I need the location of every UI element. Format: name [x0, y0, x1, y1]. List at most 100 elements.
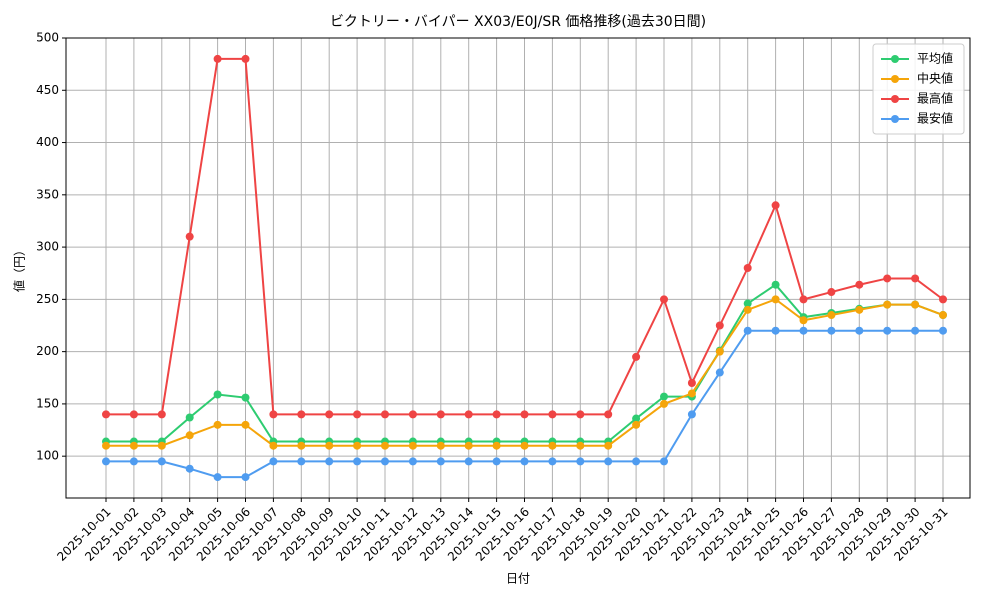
data-point — [353, 441, 362, 450]
y-tick-label: 400 — [36, 135, 59, 149]
data-point — [436, 457, 445, 466]
data-point — [157, 410, 166, 419]
y-tick-label: 250 — [36, 292, 59, 306]
data-point — [660, 457, 668, 466]
data-point — [213, 473, 222, 482]
data-point — [939, 311, 947, 320]
legend-marker — [891, 75, 899, 83]
data-point — [883, 274, 892, 283]
data-point — [576, 410, 585, 419]
data-point — [492, 457, 501, 466]
data-point — [604, 457, 613, 466]
y-axis-label: 値（円） — [12, 244, 27, 292]
data-point — [129, 441, 138, 450]
data-point — [548, 457, 557, 466]
data-point — [325, 441, 334, 450]
data-point — [185, 464, 194, 473]
data-point — [660, 392, 668, 401]
data-point — [799, 316, 808, 325]
data-point — [185, 413, 194, 422]
data-point — [464, 441, 473, 450]
data-point — [408, 441, 417, 450]
data-point — [883, 300, 892, 309]
data-point — [883, 326, 892, 335]
data-point — [827, 326, 836, 335]
data-point — [269, 441, 278, 450]
data-point — [241, 393, 250, 402]
data-point — [185, 232, 194, 241]
y-tick-label: 100 — [36, 449, 59, 463]
y-tick-label: 350 — [36, 187, 59, 201]
data-point — [213, 54, 222, 63]
data-point — [520, 457, 529, 466]
legend-box — [872, 43, 965, 135]
data-point — [632, 420, 641, 429]
data-point — [381, 441, 389, 450]
chart-title: ビクトリー・バイパー XX03/E0J/SR 価格推移(過去30日間) — [330, 14, 706, 30]
data-point — [632, 352, 641, 361]
data-point — [660, 295, 668, 304]
plot-frame — [65, 37, 971, 499]
data-point — [353, 410, 362, 419]
data-point — [464, 410, 473, 419]
data-point — [771, 201, 780, 210]
data-point — [660, 399, 668, 408]
data-point — [325, 457, 334, 466]
y-tick-label: 500 — [36, 31, 59, 45]
data-point — [381, 410, 389, 419]
data-point — [102, 457, 110, 466]
data-point — [715, 347, 724, 356]
y-tick-label: 450 — [36, 83, 59, 97]
legend-marker — [891, 55, 899, 63]
y-tick-label: 300 — [36, 240, 59, 254]
data-point — [213, 390, 222, 399]
data-point — [102, 441, 110, 450]
legend-marker — [891, 95, 899, 103]
data-point — [129, 457, 138, 466]
y-tick-label: 150 — [36, 396, 59, 410]
data-point — [827, 288, 836, 297]
data-point — [241, 420, 250, 429]
data-point — [855, 326, 864, 335]
data-point — [771, 280, 780, 289]
data-point — [576, 457, 585, 466]
data-point — [325, 410, 334, 419]
legend-label: 最高値 — [917, 91, 953, 106]
data-point — [771, 295, 780, 304]
data-point — [632, 414, 641, 423]
data-point — [353, 457, 362, 466]
data-point — [129, 410, 138, 419]
legend-label: 中央値 — [917, 71, 953, 86]
data-point — [799, 326, 808, 335]
data-point — [297, 457, 306, 466]
data-point — [520, 410, 529, 419]
data-point — [157, 457, 166, 466]
data-point — [408, 457, 417, 466]
data-point — [548, 441, 557, 450]
data-point — [269, 457, 278, 466]
data-point — [269, 410, 278, 419]
data-point — [576, 441, 585, 450]
data-point — [939, 326, 947, 335]
data-point — [687, 379, 696, 387]
data-point — [799, 295, 808, 304]
data-point — [911, 300, 920, 309]
data-point — [911, 326, 920, 335]
data-point — [381, 457, 389, 466]
data-point — [743, 264, 752, 272]
data-point — [213, 420, 222, 429]
data-point — [492, 441, 501, 450]
data-point — [743, 299, 752, 308]
y-tick-label: 200 — [36, 344, 59, 358]
data-point — [827, 311, 836, 320]
legend-label: 最安値 — [917, 111, 953, 126]
data-point — [604, 441, 613, 450]
legend-label: 平均値 — [917, 51, 953, 66]
data-point — [297, 410, 306, 419]
data-point — [297, 441, 306, 450]
data-point — [855, 305, 864, 314]
data-point — [911, 274, 920, 283]
data-point — [715, 368, 724, 377]
legend-marker — [891, 115, 899, 123]
